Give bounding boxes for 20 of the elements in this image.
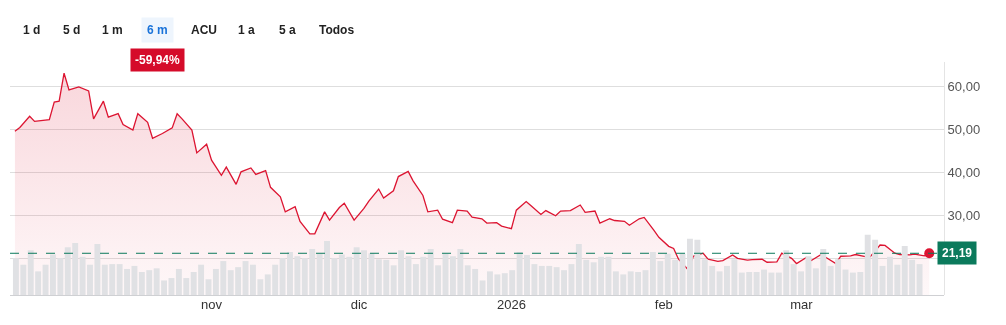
y-tick-label: 50,00 (947, 121, 981, 137)
x-tick-label: mar (790, 297, 814, 312)
x-tick-label: dic (350, 297, 368, 312)
text: 6 m (147, 23, 168, 37)
annotation: 21,19 (942, 246, 973, 260)
text: 1 d (23, 23, 41, 37)
x-tick-label: 2026 (496, 297, 526, 312)
y-tick-label: 30,00 (947, 207, 981, 223)
x-tick-label: feb (654, 297, 673, 312)
text: 1 a (238, 23, 256, 37)
text: 5 a (279, 23, 297, 37)
y-tick-label: 40,00 (947, 164, 981, 180)
text: ACU (191, 23, 217, 37)
text: 5 d (63, 23, 81, 37)
x-tick-label: nov (201, 297, 223, 312)
text: Todos (319, 23, 355, 37)
bar (916, 264, 923, 295)
y-tick-label: 60,00 (947, 78, 981, 94)
annotation: -59,94% (135, 53, 181, 67)
text: 1 m (102, 23, 123, 37)
